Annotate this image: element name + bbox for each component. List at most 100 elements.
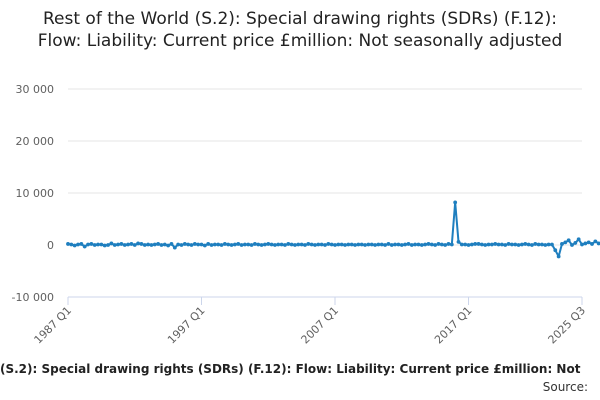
- data-point[interactable]: [373, 243, 377, 247]
- data-point[interactable]: [66, 242, 70, 246]
- data-point[interactable]: [586, 240, 591, 245]
- data-point[interactable]: [112, 243, 117, 247]
- data-point[interactable]: [423, 242, 428, 247]
- data-point[interactable]: [419, 243, 424, 247]
- data-point[interactable]: [96, 242, 100, 247]
- data-point[interactable]: [316, 242, 321, 247]
- data-point[interactable]: [269, 242, 274, 247]
- data-point[interactable]: [556, 254, 561, 259]
- data-point[interactable]: [526, 242, 531, 247]
- data-point[interactable]: [76, 242, 80, 247]
- data-point[interactable]: [500, 242, 504, 247]
- data-point[interactable]: [489, 242, 494, 247]
- data-point[interactable]: [286, 242, 291, 246]
- data-point[interactable]: [463, 242, 468, 247]
- data-point[interactable]: [436, 242, 441, 246]
- data-point[interactable]: [152, 242, 157, 247]
- data-point[interactable]: [349, 242, 354, 247]
- data-point[interactable]: [263, 242, 267, 247]
- data-point[interactable]: [199, 242, 204, 247]
- data-point[interactable]: [496, 242, 501, 247]
- data-point[interactable]: [389, 243, 394, 247]
- data-point[interactable]: [479, 242, 484, 247]
- data-point[interactable]: [222, 242, 227, 246]
- data-point[interactable]: [353, 243, 357, 247]
- data-point[interactable]: [236, 242, 241, 246]
- data-point[interactable]: [550, 242, 554, 247]
- data-point[interactable]: [486, 242, 491, 247]
- data-point[interactable]: [303, 243, 307, 247]
- data-point[interactable]: [229, 243, 234, 247]
- data-point[interactable]: [593, 239, 598, 244]
- data-point[interactable]: [246, 242, 251, 247]
- data-point[interactable]: [473, 242, 478, 246]
- data-point[interactable]: [379, 242, 384, 247]
- data-point[interactable]: [429, 242, 434, 247]
- data-point[interactable]: [409, 243, 414, 247]
- data-point[interactable]: [403, 242, 407, 247]
- data-point[interactable]: [279, 242, 284, 247]
- data-point[interactable]: [393, 242, 397, 247]
- data-point[interactable]: [343, 243, 347, 247]
- data-point[interactable]: [273, 243, 277, 247]
- data-point[interactable]: [266, 242, 271, 246]
- data-point[interactable]: [259, 243, 264, 247]
- data-point[interactable]: [162, 242, 167, 247]
- data-point[interactable]: [520, 242, 524, 247]
- data-point[interactable]: [533, 242, 538, 246]
- data-point[interactable]: [92, 243, 97, 247]
- data-point[interactable]: [336, 242, 341, 247]
- data-point[interactable]: [406, 242, 411, 246]
- data-point[interactable]: [283, 243, 287, 247]
- data-point[interactable]: [122, 243, 127, 247]
- data-point[interactable]: [439, 242, 444, 247]
- data-point[interactable]: [166, 243, 171, 248]
- data-point[interactable]: [102, 243, 107, 248]
- data-point[interactable]: [553, 248, 558, 253]
- data-point[interactable]: [396, 242, 401, 247]
- data-point[interactable]: [192, 242, 197, 246]
- data-point[interactable]: [219, 243, 224, 247]
- data-point[interactable]: [182, 242, 187, 246]
- data-point[interactable]: [136, 241, 140, 246]
- data-point[interactable]: [413, 242, 418, 247]
- data-point[interactable]: [226, 242, 231, 247]
- data-point[interactable]: [186, 242, 191, 247]
- data-point[interactable]: [313, 243, 317, 247]
- data-point[interactable]: [196, 242, 201, 247]
- data-point[interactable]: [86, 242, 90, 247]
- data-point[interactable]: [206, 242, 211, 246]
- data-point[interactable]: [299, 242, 304, 247]
- data-point[interactable]: [530, 243, 534, 247]
- data-point[interactable]: [189, 243, 194, 247]
- data-point[interactable]: [323, 243, 327, 247]
- data-point[interactable]: [483, 243, 488, 247]
- data-point[interactable]: [232, 242, 237, 247]
- data-point[interactable]: [276, 242, 281, 247]
- data-point[interactable]: [139, 242, 144, 246]
- data-point[interactable]: [339, 242, 344, 247]
- data-point[interactable]: [346, 242, 351, 247]
- data-point[interactable]: [453, 200, 458, 205]
- data-point[interactable]: [513, 242, 518, 247]
- data-point[interactable]: [583, 241, 588, 246]
- data-point[interactable]: [456, 239, 461, 244]
- data-point[interactable]: [566, 238, 571, 243]
- data-point[interactable]: [142, 243, 147, 247]
- data-point[interactable]: [72, 243, 77, 248]
- data-point[interactable]: [159, 243, 164, 247]
- data-point[interactable]: [209, 243, 214, 247]
- data-point[interactable]: [176, 242, 181, 247]
- data-point[interactable]: [443, 243, 448, 247]
- data-point[interactable]: [249, 243, 254, 247]
- data-point[interactable]: [326, 242, 331, 246]
- data-point[interactable]: [536, 242, 541, 247]
- data-point[interactable]: [570, 243, 574, 247]
- data-point[interactable]: [493, 242, 498, 246]
- data-point[interactable]: [563, 240, 568, 245]
- data-point[interactable]: [366, 242, 371, 247]
- data-point[interactable]: [466, 243, 471, 247]
- data-point[interactable]: [89, 242, 94, 246]
- data-point[interactable]: [516, 243, 521, 247]
- data-point[interactable]: [503, 243, 508, 247]
